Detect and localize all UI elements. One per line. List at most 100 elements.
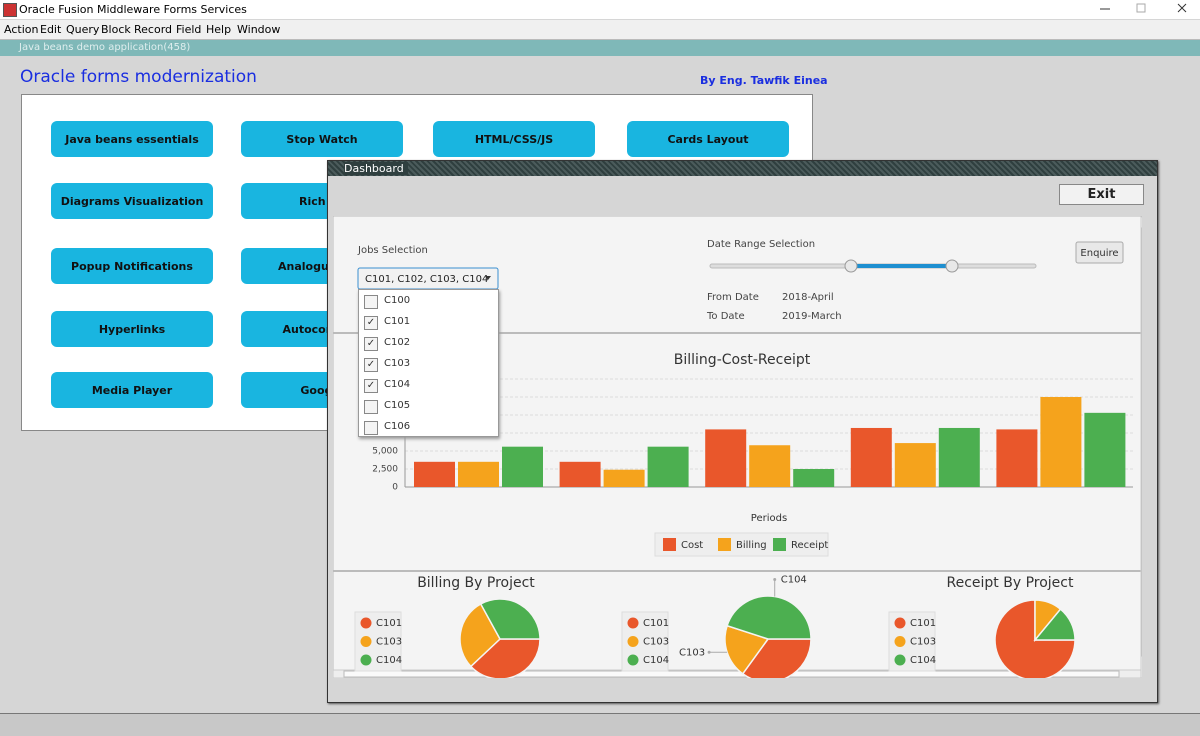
bar [793, 469, 835, 487]
title-bar: Oracle Fusion Middleware Forms Services [0, 0, 1200, 19]
chart-title: Billing-Cost-Receipt [674, 352, 811, 368]
option-label: C102 [384, 337, 411, 348]
nav-button[interactable]: Stop Watch [241, 121, 403, 157]
legend-dot [360, 617, 372, 629]
pie-slice [479, 598, 541, 640]
y-tick-label: 0 [392, 483, 398, 493]
nav-button[interactable]: Media Player [51, 372, 213, 408]
menu-item[interactable]: Window [237, 23, 281, 36]
jobs-option[interactable]: ✓ C102 [359, 333, 498, 354]
slider-thumb[interactable] [945, 259, 959, 273]
enquire-label: Enquire [1080, 248, 1118, 259]
legend-swatch [663, 538, 676, 551]
legend-label: Receipt [791, 540, 828, 551]
menu-item[interactable]: Record [134, 23, 173, 36]
jobs-option[interactable]: C105 [359, 396, 498, 417]
status-bar [0, 713, 1200, 736]
jobs-value: C101, C102, C103, C104 [365, 274, 488, 285]
x-axis-label: Periods [751, 513, 787, 524]
legend-label: C101 [910, 618, 936, 629]
bar [647, 446, 689, 487]
from-label: From Date [707, 292, 759, 303]
option-label: C101 [384, 316, 411, 327]
pie-slice [1033, 608, 1076, 641]
slider-range [851, 264, 952, 268]
bar [559, 461, 601, 487]
nav-button[interactable]: Hyperlinks [51, 311, 213, 347]
legend-label: C104 [376, 655, 402, 666]
nav-button[interactable]: Popup Notifications [51, 248, 213, 284]
bar [996, 429, 1038, 487]
bar [414, 461, 455, 487]
jobs-option[interactable]: ✓ C103 [359, 354, 498, 375]
checkbox[interactable]: ✓ [364, 316, 378, 330]
bar [749, 445, 791, 487]
checkbox[interactable] [364, 295, 378, 309]
nav-button[interactable]: Diagrams Visualization [51, 183, 213, 219]
legend-label: C101 [376, 618, 402, 629]
legend-dot [627, 636, 639, 647]
menu-item[interactable]: Query [66, 23, 100, 36]
enquire-button[interactable] [1075, 241, 1124, 264]
jobs-option[interactable]: ✓ C101 [359, 312, 498, 333]
menu-item[interactable]: Edit [40, 23, 62, 36]
jobs-label: Jobs Selection [357, 245, 428, 256]
checkbox[interactable] [364, 421, 378, 435]
checkbox[interactable]: ✓ [364, 337, 378, 351]
legend-swatch [718, 538, 731, 551]
legend-dot [360, 636, 372, 647]
callout-dot [773, 578, 777, 582]
dashboard-title-bar: Dashboard [328, 161, 1157, 176]
legend-label: Billing [736, 540, 767, 551]
bar [458, 461, 499, 487]
h-scroll-thumb[interactable] [343, 670, 1120, 678]
callout-dot [707, 650, 711, 654]
window-controls[interactable] [1090, 0, 1200, 19]
app-icon [3, 3, 17, 17]
pie-slice [459, 602, 501, 668]
legend-label: C103 [910, 637, 936, 648]
legend-label: C104 [643, 655, 669, 666]
jobs-option[interactable]: C106 [359, 417, 498, 438]
legend-label: C104 [910, 655, 936, 666]
close[interactable] [1177, 3, 1187, 13]
menu-item[interactable]: Field [176, 23, 202, 36]
nav-button[interactable]: HTML/CSS/JS [433, 121, 595, 157]
menu-item[interactable]: Block [101, 23, 131, 36]
checkbox[interactable]: ✓ [364, 379, 378, 393]
option-label: C105 [384, 400, 411, 411]
bar [705, 429, 747, 487]
jobs-option[interactable]: ✓ C104 [359, 375, 498, 396]
menu-item[interactable]: Action [4, 23, 39, 36]
y-tick-label: 5,000 [372, 447, 398, 457]
exit-button[interactable]: Exit [1059, 184, 1144, 205]
option-label: C104 [384, 379, 411, 390]
legend-dot [627, 617, 639, 629]
menu-item[interactable]: Help [206, 23, 232, 36]
y-tick-label: 2,500 [372, 465, 398, 475]
pie-slice [726, 595, 812, 640]
bar [1040, 397, 1082, 487]
app-bar: Java beans demo application(458) [0, 40, 1200, 56]
legend-dot [360, 654, 372, 666]
pie-slice [741, 638, 812, 678]
slider-thumb[interactable] [844, 259, 858, 273]
combo-arrow [485, 276, 491, 280]
chart-title: Receipt By Project [947, 575, 1074, 591]
dashboard-panel: Jobs Selection C101, C102, C103, C104 Date… [333, 216, 1142, 678]
date-label: Date Range Selection [707, 239, 815, 250]
maximize[interactable] [1136, 3, 1146, 13]
legend-label: C101 [643, 618, 669, 629]
legend-dot [894, 617, 906, 629]
jobs-option[interactable]: C100 [359, 291, 498, 312]
bar [938, 427, 980, 487]
bar [502, 446, 543, 487]
bar [894, 443, 936, 487]
legend-dot [627, 654, 639, 666]
nav-button[interactable]: Cards Layout [627, 121, 789, 157]
checkbox[interactable]: ✓ [364, 358, 378, 372]
nav-button[interactable]: Java beans essentials [51, 121, 213, 157]
bar [850, 427, 892, 487]
checkbox[interactable] [364, 400, 378, 414]
